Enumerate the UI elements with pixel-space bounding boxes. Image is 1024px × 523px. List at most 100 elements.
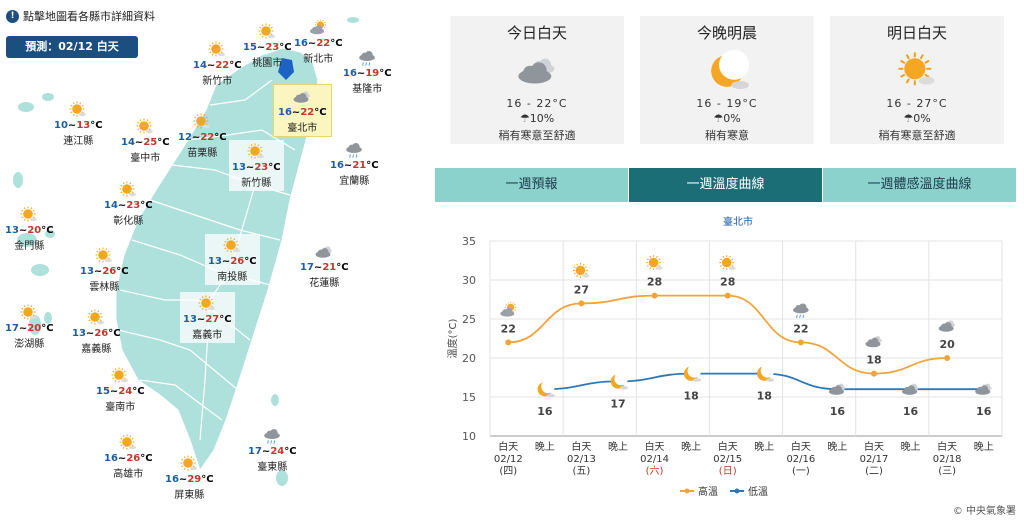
- forecast-time-badge[interactable]: 預測：02/12 白天: [6, 36, 138, 58]
- city-yilan[interactable]: 16~21°C 宜蘭縣: [330, 140, 379, 187]
- sunny-icon: [20, 206, 38, 222]
- sunny-icon: [646, 255, 663, 271]
- moon-icon: [683, 364, 702, 382]
- tab-weekly-temp-curve[interactable]: 一週溫度曲線: [629, 168, 823, 202]
- cloudy-icon: [518, 58, 555, 84]
- sunny-icon: [69, 101, 87, 117]
- city-kaohsiung[interactable]: 16~26°C 高雄市: [104, 433, 153, 480]
- city-name: 連江縣: [63, 136, 94, 147]
- city-newtaipei[interactable]: 16~22°C 新北市: [294, 18, 343, 65]
- data-point-icon: [793, 303, 809, 319]
- city-high-temp: 20: [27, 225, 42, 236]
- cloudy-icon: [828, 383, 846, 395]
- city-yunlin[interactable]: 13~26°C 雲林縣: [80, 246, 129, 293]
- data-point[interactable]: [505, 339, 512, 346]
- city-high-temp: 21: [352, 160, 367, 171]
- forecast-card-2: 明日白天 16 - 27°C ☂0% 稍有寒意至舒適: [830, 16, 1004, 144]
- x-tick-date: 02/14: [640, 454, 669, 465]
- city-chiayicity[interactable]: 13~27°C 嘉義市: [180, 292, 235, 343]
- data-point-icon: [719, 255, 736, 271]
- city-lienchiang[interactable]: 10~13°C 連江縣: [54, 100, 103, 147]
- data-point[interactable]: [871, 370, 877, 377]
- city-high-temp: 20: [27, 323, 42, 334]
- city-kinmen[interactable]: 13~20°C 金門縣: [5, 205, 54, 252]
- city-low-temp: 10: [54, 120, 68, 131]
- data-point[interactable]: [797, 339, 804, 346]
- x-tick-period: 白天: [645, 440, 665, 453]
- city-low-temp: 16: [165, 474, 179, 485]
- y-tick-label: 30: [462, 274, 476, 287]
- city-hsinchucity[interactable]: 14~22°C 新竹市: [193, 40, 242, 87]
- data-point-icon: [865, 335, 882, 348]
- x-tick-period: 白天: [791, 440, 811, 453]
- city-high-temp: 24: [270, 446, 285, 457]
- city-temp: 13~20°C: [5, 225, 54, 236]
- data-point[interactable]: [944, 355, 951, 361]
- data-point-icon: [828, 383, 846, 395]
- city-tainan[interactable]: 15~24°C 臺南市: [96, 366, 145, 413]
- sunny-icon: [119, 434, 137, 450]
- data-label: 18: [683, 390, 698, 403]
- umbrella-icon: ☂: [713, 112, 724, 125]
- city-low-temp: 16: [278, 107, 292, 118]
- city-hualien[interactable]: 17~21°C 花蓮縣: [300, 242, 349, 289]
- x-tick-period: 晚上: [901, 441, 921, 453]
- tab-weekly-forecast[interactable]: 一週預報: [435, 168, 629, 202]
- data-point[interactable]: [651, 292, 658, 299]
- city-hsinchucounty[interactable]: 13~23°C 新竹縣: [229, 140, 284, 191]
- city-high-temp: 21: [322, 262, 337, 273]
- x-tick-date: 02/16: [786, 454, 815, 465]
- moon-icon: [537, 379, 555, 398]
- data-point[interactable]: [578, 300, 585, 307]
- city-temp: 13~26°C: [72, 328, 121, 339]
- data-label: 28: [647, 276, 662, 289]
- city-name: 嘉義縣: [81, 344, 112, 355]
- city-taitung[interactable]: 17~24°C 臺東縣: [248, 426, 297, 473]
- city-low-temp: 16: [330, 160, 344, 171]
- city-miaoli[interactable]: 12~22°C 苗栗縣: [178, 112, 227, 159]
- data-point[interactable]: [724, 292, 731, 299]
- city-pingtung[interactable]: 16~29°C 屏東縣: [165, 454, 214, 501]
- card-rain-prob: ☂10%: [519, 112, 555, 125]
- county-map-panel: ! 點擊地圖看各縣市詳細資料 預測：02/12 白天 15~23°C 桃園市 16~…: [0, 0, 420, 523]
- y-tick-label: 25: [462, 313, 476, 326]
- x-tick-weekday: (四): [499, 466, 517, 477]
- city-chiayicounty[interactable]: 13~26°C 嘉義縣: [72, 308, 121, 355]
- legend-marker: [684, 488, 690, 494]
- chart-tabs: 一週預報 一週溫度曲線 一週體感溫度曲線: [435, 168, 1017, 202]
- sunny-icon: [208, 41, 226, 57]
- city-temp: 16~22°C: [294, 38, 343, 49]
- city-keelung[interactable]: 16~19°C 基隆市: [343, 48, 392, 95]
- forecast-panel: 今日白天 16 - 22°C ☂10% 稍有寒意至舒適 今晚明晨 16 - 19°C ☂0%…: [430, 0, 1024, 523]
- city-high-temp: 26: [102, 266, 117, 277]
- city-high-temp: 27: [205, 314, 220, 325]
- city-penghu[interactable]: 17~20°C 澎湖縣: [5, 303, 54, 350]
- legend-label[interactable]: 高溫: [698, 485, 718, 498]
- forecast-card-0: 今日白天 16 - 22°C ☂10% 稍有寒意至舒適: [450, 16, 624, 144]
- x-tick-period: 白天: [864, 440, 884, 453]
- sunny-icon: [572, 262, 590, 278]
- city-name: 南投縣: [217, 272, 248, 283]
- city-low-temp: 17: [300, 262, 314, 273]
- y-tick-label: 15: [462, 391, 476, 404]
- legend-label[interactable]: 低溫: [748, 485, 768, 498]
- sunny-icon: [193, 113, 211, 129]
- city-name: 新竹市: [202, 76, 233, 87]
- x-tick-weekday: (二): [865, 466, 883, 477]
- city-taichung[interactable]: 14~25°C 臺中市: [121, 117, 170, 164]
- taipei-highlight[interactable]: [278, 58, 294, 80]
- city-low-temp: 14: [121, 137, 135, 148]
- city-taoyuan[interactable]: 15~23°C 桃園市: [243, 22, 292, 69]
- tab-weekly-apparent-temp-curve[interactable]: 一週體感溫度曲線: [823, 168, 1017, 202]
- city-changhua[interactable]: 14~23°C 彰化縣: [104, 180, 153, 227]
- x-tick-date: 02/13: [567, 454, 596, 465]
- city-nantou[interactable]: 13~26°C 南投縣: [205, 234, 260, 285]
- x-tick-period: 晚上: [754, 441, 774, 453]
- city-temp: 14~25°C: [121, 137, 170, 148]
- cloudy-icon: [975, 383, 992, 395]
- offshore-islands[interactable]: [13, 17, 359, 486]
- cloudy-sun-icon: [500, 301, 517, 317]
- city-taipei[interactable]: 16~22°C 臺北市: [273, 84, 332, 137]
- x-tick-weekday: (三): [938, 466, 956, 477]
- forecast-card-1: 今晚明晨 16 - 19°C ☂0% 稍有寒意: [640, 16, 814, 144]
